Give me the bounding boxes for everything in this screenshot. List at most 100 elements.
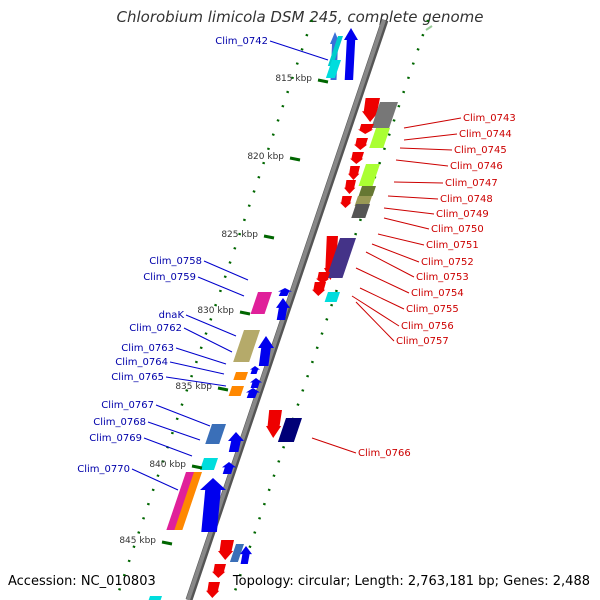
forward-gene-label: Clim_0759: [143, 272, 196, 283]
scale-tick-label: 815 kbp: [275, 74, 312, 84]
gene-feature: [371, 102, 398, 128]
gene-feature: [325, 60, 342, 78]
leader-line: [183, 327, 233, 353]
leader-line: [197, 276, 245, 297]
leader-line: [169, 361, 225, 375]
gene-feature: [174, 472, 203, 530]
leader-line: [403, 117, 462, 129]
forward-gene-label: Clim_0769: [89, 433, 142, 444]
gene-feature: [362, 98, 380, 122]
gene-feature: [200, 478, 226, 532]
gene-feature: [351, 204, 370, 218]
scale-tick-label: 840 kbp: [149, 460, 186, 470]
leader-line: [351, 295, 400, 327]
gene-feature: [278, 288, 292, 296]
leader-line: [365, 251, 415, 278]
gene-feature: [222, 462, 236, 474]
forward-gene-label: Clim_0767: [101, 400, 154, 411]
accession-text: Accession: NC_010803: [8, 574, 156, 589]
leader-line: [147, 421, 201, 441]
leader-line: [355, 301, 395, 342]
leader-line: [203, 260, 249, 281]
leader-line: [387, 195, 439, 200]
gene-feature: [324, 292, 340, 302]
reverse-gene-label: Clim_0753: [416, 272, 469, 283]
gene-feature: [358, 186, 376, 196]
gene-feature: [258, 336, 274, 366]
gene-feature: [277, 418, 302, 442]
left-dotted-track: [114, 19, 314, 600]
gene-feature: [326, 238, 357, 278]
leader-line: [355, 267, 410, 294]
reverse-gene-label: Clim_0757: [396, 336, 449, 347]
reverse-gene-label: Clim_0754: [411, 288, 464, 299]
gene-feature: [354, 138, 368, 150]
gene-feature: [250, 378, 262, 388]
reverse-gene-label: Clim_0750: [431, 224, 484, 235]
gene-feature: [228, 432, 244, 452]
reverse-gene-label: Clim_0752: [421, 257, 474, 268]
gene-feature: [340, 196, 352, 208]
gene-feature: [348, 166, 360, 180]
leader-line: [393, 181, 444, 184]
leader-line: [185, 314, 237, 337]
scale-tick: [161, 540, 173, 546]
track-mark: [425, 25, 433, 31]
leader-line: [143, 437, 193, 457]
reverse-gene-label: Clim_0755: [406, 304, 459, 315]
reverse-gene-label: Clim_0748: [440, 194, 493, 205]
gene-feature: [250, 366, 260, 374]
scale-tick: [317, 78, 329, 84]
gene-feature: [147, 596, 162, 600]
reverse-gene-label: Clim_0766: [358, 448, 411, 459]
reverse-gene-label: Clim_0749: [436, 209, 489, 220]
forward-gene-label: Clim_0770: [77, 464, 130, 475]
forward-gene-label: Clim_0758: [149, 256, 202, 267]
gene-feature: [344, 180, 356, 194]
gene-feature: [350, 152, 364, 164]
scale-tick: [217, 386, 229, 392]
scale-tick: [263, 234, 275, 240]
gene-feature: [354, 196, 372, 206]
reverse-gene-label: Clim_0743: [463, 113, 516, 124]
gene-feature: [212, 564, 226, 578]
leader-line: [175, 347, 227, 365]
scale-tick: [191, 464, 203, 470]
leader-line: [269, 40, 329, 61]
leader-line: [155, 404, 211, 427]
gene-feature: [233, 330, 260, 362]
gene-feature: [266, 410, 282, 438]
gene-feature: [205, 424, 226, 444]
reverse-gene-label: Clim_0751: [426, 240, 479, 251]
reverse-gene-label: Clim_0745: [454, 145, 507, 156]
leader-line: [311, 437, 357, 454]
leader-line: [165, 376, 227, 387]
gene-feature: [199, 458, 218, 470]
gene-feature: [327, 36, 343, 66]
gene-feature: [228, 386, 244, 396]
gene-feature: [250, 292, 272, 314]
leader-line: [377, 233, 425, 246]
gene-feature: [229, 544, 244, 562]
gene-feature: [276, 298, 290, 320]
leader-line: [403, 133, 458, 141]
forward-gene-label: dnaK: [159, 310, 185, 321]
scale-tick: [239, 310, 251, 316]
gene-feature: [240, 546, 252, 564]
topology-text: Topology: circular; Length: 2,763,181 bp…: [232, 574, 590, 589]
reverse-gene-label: Clim_0746: [450, 161, 503, 172]
gene-feature: [166, 472, 197, 530]
leader-line: [371, 243, 420, 263]
gene-feature: [369, 128, 390, 148]
right-dotted-track: [230, 19, 430, 600]
forward-gene-label: Clim_0764: [115, 357, 168, 368]
gene-feature: [358, 164, 380, 186]
leader-line: [399, 147, 453, 151]
gene-feature: [206, 582, 220, 598]
gene-feature: [344, 28, 358, 80]
forward-gene-label: Clim_0742: [215, 36, 268, 47]
forward-gene-label: Clim_0768: [93, 417, 146, 428]
scale-tick-label: 820 kbp: [247, 152, 284, 162]
gene-feature: [312, 282, 326, 296]
leader-line: [395, 159, 449, 167]
